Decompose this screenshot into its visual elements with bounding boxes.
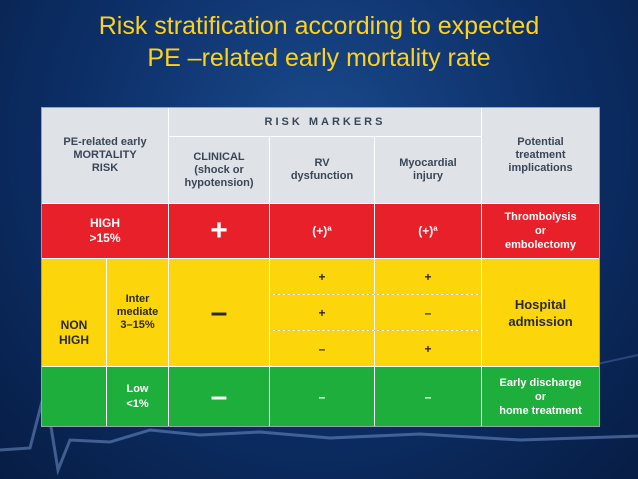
- header-mortality-line-3: RISK: [91, 162, 119, 174]
- header-myo-line-2: injury: [413, 170, 443, 182]
- intermediate-impl-line-1: Hospital: [514, 296, 567, 312]
- slide-title-line-1: Risk stratification according to expecte…: [98, 12, 540, 40]
- header-risk-markers: RISK MARKERS: [169, 108, 481, 136]
- low-clinical-value: –: [169, 367, 269, 426]
- non-high-label: NON HIGH: [42, 259, 106, 366]
- intermediate-risk-label: Inter mediate 3–15%: [107, 259, 168, 366]
- intermediate-row3-myo: +: [375, 331, 481, 366]
- header-clinical-line-2: (shock or: [194, 163, 244, 176]
- low-label-line-2: <1%: [126, 397, 149, 410]
- header-rv-dysfunction: RV dysfunction: [270, 137, 374, 203]
- header-impl-line-2: treatment: [515, 149, 566, 161]
- low-impl-line-2: or: [535, 390, 546, 403]
- high-impl-line-1: Thrombolysis: [504, 211, 577, 223]
- high-rv-value: (+)ª: [270, 204, 374, 258]
- header-myo-line-1: Myocardial: [399, 157, 457, 169]
- header-mortality-line-2: MORTALITY: [73, 149, 137, 161]
- non-high-label-green-part: [42, 367, 106, 426]
- non-high-line-1: NON: [60, 317, 88, 332]
- header-mortality-risk: PE-related early MORTALITY RISK: [42, 108, 168, 203]
- intermediate-line-2: mediate: [116, 306, 159, 318]
- header-impl-line-3: implications: [508, 162, 573, 174]
- high-myo-value: (+)ª: [375, 204, 481, 258]
- slide-title-line-2: PE –related early mortality rate: [147, 44, 491, 72]
- high-treatment: Thrombolysis or embolectomy: [482, 204, 599, 258]
- non-high-line-2: HIGH: [59, 332, 89, 347]
- low-myo-value: –: [375, 367, 481, 426]
- header-clinical-line-1: CLINICAL: [193, 150, 245, 163]
- risk-stratification-table: PE-related early MORTALITY RISK RISK MAR…: [41, 107, 600, 427]
- low-label-line-1: Low: [126, 382, 149, 395]
- header-rv-line-1: RV: [314, 157, 330, 169]
- header-treatment-implications: Potential treatment implications: [482, 108, 599, 203]
- low-risk-label: Low <1%: [107, 367, 168, 426]
- intermediate-line-1: Inter: [125, 293, 150, 305]
- high-impl-line-3: embolectomy: [505, 239, 576, 251]
- intermediate-treatment: Hospital admission: [482, 259, 599, 366]
- low-rv-value: –: [270, 367, 374, 426]
- high-label-line-1: HIGH: [90, 216, 120, 230]
- intermediate-impl-line-2: admission: [508, 313, 573, 329]
- header-mortality-line-1: PE-related early: [63, 136, 147, 148]
- high-clinical-value: +: [169, 204, 269, 258]
- slide-title: Risk stratification according to expecte…: [0, 10, 638, 74]
- header-myocardial-injury: Myocardial injury: [375, 137, 481, 203]
- intermediate-row-divider: [270, 330, 481, 331]
- header-clinical: CLINICAL (shock or hypotension): [169, 137, 269, 203]
- high-label-line-2: >15%: [89, 231, 121, 245]
- header-impl-line-1: Potential: [517, 136, 564, 148]
- header-clinical-line-3: hypotension): [184, 176, 254, 189]
- intermediate-row2-rv: +: [270, 295, 374, 330]
- header-rv-line-2: dysfunction: [290, 170, 354, 182]
- intermediate-row-divider: [270, 294, 481, 295]
- high-risk-label: HIGH >15%: [42, 204, 168, 258]
- intermediate-line-3: 3–15%: [120, 319, 155, 331]
- low-impl-line-3: home treatment: [499, 404, 582, 417]
- intermediate-row1-rv: +: [270, 259, 374, 294]
- intermediate-row2-myo: –: [375, 295, 481, 330]
- low-treatment: Early discharge or home treatment: [482, 367, 599, 426]
- intermediate-clinical-value: –: [169, 259, 269, 366]
- low-impl-line-1: Early discharge: [499, 376, 582, 389]
- intermediate-row1-myo: +: [375, 259, 481, 294]
- intermediate-row3-rv: –: [270, 331, 374, 366]
- high-impl-line-2: or: [535, 225, 546, 237]
